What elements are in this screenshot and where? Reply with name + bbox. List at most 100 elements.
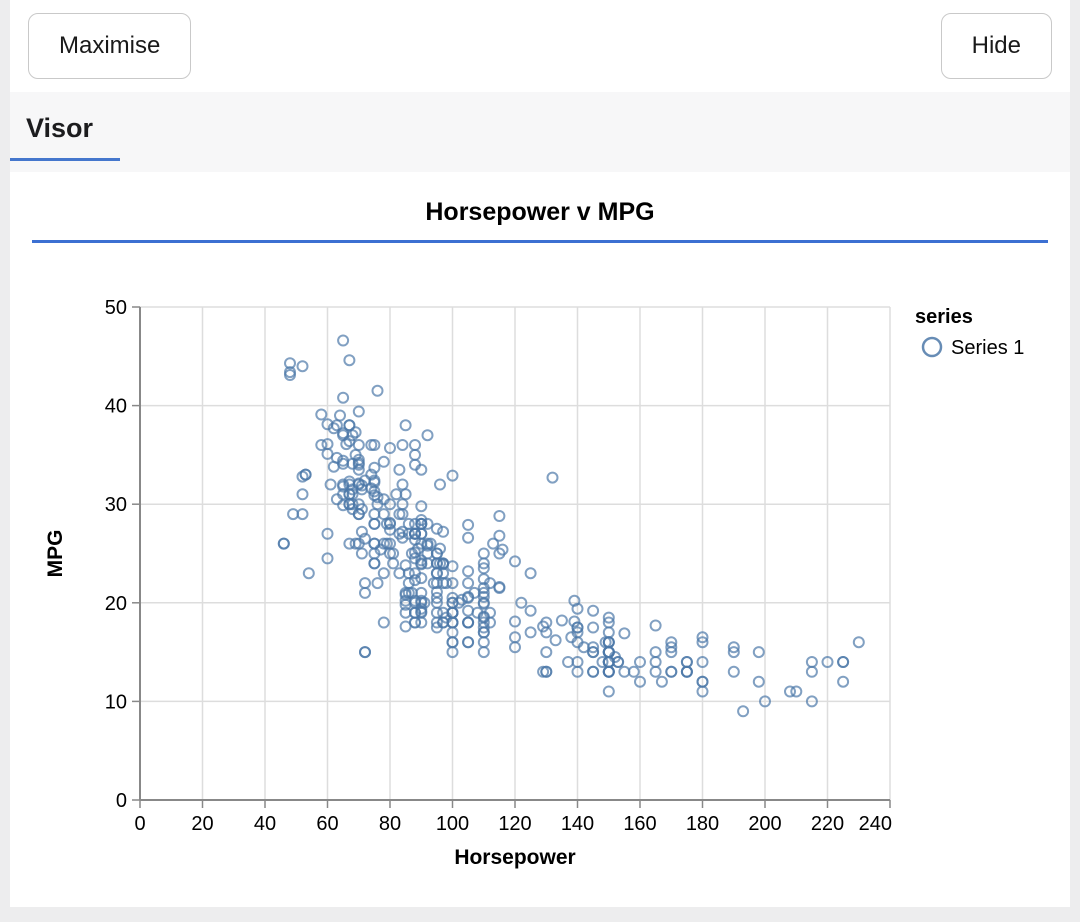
x-tick-label: 140: [561, 813, 594, 835]
data-point: [602, 626, 615, 639]
data-point: [524, 604, 537, 617]
data-point: [352, 439, 365, 451]
data-point: [321, 552, 334, 565]
maximise-button[interactable]: Maximise: [28, 13, 192, 79]
data-point: [837, 656, 850, 668]
data-point: [696, 685, 709, 698]
x-tick-label: 20: [191, 813, 213, 835]
data-point: [377, 455, 390, 468]
data-point: [409, 527, 421, 540]
data-point: [602, 685, 615, 698]
data-point: [284, 357, 296, 370]
data-point: [343, 354, 356, 367]
data-point: [446, 469, 459, 482]
data-point: [399, 620, 412, 633]
data-point: [609, 651, 621, 663]
data-point: [546, 471, 559, 484]
data-point: [415, 605, 428, 618]
x-tick-label: 80: [379, 813, 401, 835]
data-point: [462, 531, 475, 544]
data-point: [355, 525, 368, 538]
title-underline: [32, 240, 1048, 243]
data-point: [440, 611, 453, 624]
data-point: [359, 646, 371, 659]
data-point: [337, 499, 350, 512]
data-point: [371, 384, 384, 397]
data-point: [455, 593, 468, 606]
x-tick-label: 60: [316, 813, 338, 835]
data-point: [727, 665, 740, 678]
data-point: [752, 646, 765, 659]
data-point: [587, 621, 600, 634]
data-point: [368, 517, 381, 530]
data-point: [759, 695, 771, 708]
data-point: [437, 577, 450, 590]
tab-visor[interactable]: Visor: [26, 113, 94, 143]
data-point: [649, 665, 662, 678]
data-point: [296, 508, 309, 521]
legend-title: series: [915, 306, 973, 328]
data-point: [387, 557, 400, 570]
data-point: [430, 567, 443, 580]
data-point: [649, 619, 662, 632]
data-point: [493, 529, 506, 542]
data-point: [359, 577, 371, 590]
data-point: [324, 478, 337, 491]
data-point: [509, 555, 521, 568]
data-point: [352, 405, 365, 418]
data-point: [537, 620, 550, 633]
data-point: [665, 636, 678, 649]
data-point: [627, 665, 640, 678]
y-tick-label: 20: [105, 593, 127, 615]
data-point: [477, 626, 490, 639]
data-point: [349, 537, 362, 550]
data-point: [446, 636, 459, 649]
data-point: [327, 422, 340, 435]
data-point: [296, 470, 309, 483]
data-point: [540, 665, 553, 678]
data-point: [352, 458, 365, 471]
data-point: [524, 626, 537, 639]
data-point: [330, 493, 343, 506]
hide-button[interactable]: Hide: [940, 13, 1052, 79]
y-tick-label: 0: [116, 790, 127, 812]
data-point: [752, 675, 765, 688]
data-point: [337, 454, 350, 467]
data-point: [634, 675, 646, 688]
x-tick-label: 200: [748, 813, 781, 835]
x-tick-label: 100: [436, 813, 469, 835]
data-point: [477, 636, 490, 649]
data-point: [477, 646, 490, 659]
x-tick-label: 40: [254, 813, 276, 835]
data-point: [430, 586, 443, 598]
data-point: [430, 606, 443, 619]
data-point: [805, 665, 818, 678]
data-point: [434, 478, 446, 491]
data-point: [396, 478, 409, 491]
data-point: [415, 558, 428, 571]
data-point: [399, 419, 412, 432]
y-tick-label: 30: [105, 494, 127, 516]
data-point: [296, 360, 309, 373]
data-point: [402, 527, 415, 540]
data-point: [368, 461, 381, 474]
data-point: [496, 543, 509, 556]
data-point: [565, 631, 578, 644]
data-point: [462, 616, 475, 629]
data-point: [484, 577, 496, 590]
data-point: [493, 582, 506, 594]
data-point: [493, 510, 506, 522]
data-point: [437, 525, 450, 538]
data-point: [430, 616, 443, 629]
data-point: [302, 567, 315, 580]
data-point: [852, 636, 865, 649]
data-point: [477, 597, 490, 610]
visor-panel: Maximise Hide Visor Horsepower v MPG 0 20…: [10, 0, 1070, 907]
data-point: [462, 590, 475, 603]
data-point: [409, 574, 421, 587]
data-point: [330, 451, 343, 464]
data-point: [737, 705, 750, 718]
data-point: [599, 636, 612, 649]
data-point: [368, 557, 381, 570]
chart-surface: Horsepower v MPG 0 20 40 60 80 100 120 140 160 18…: [10, 172, 1070, 907]
